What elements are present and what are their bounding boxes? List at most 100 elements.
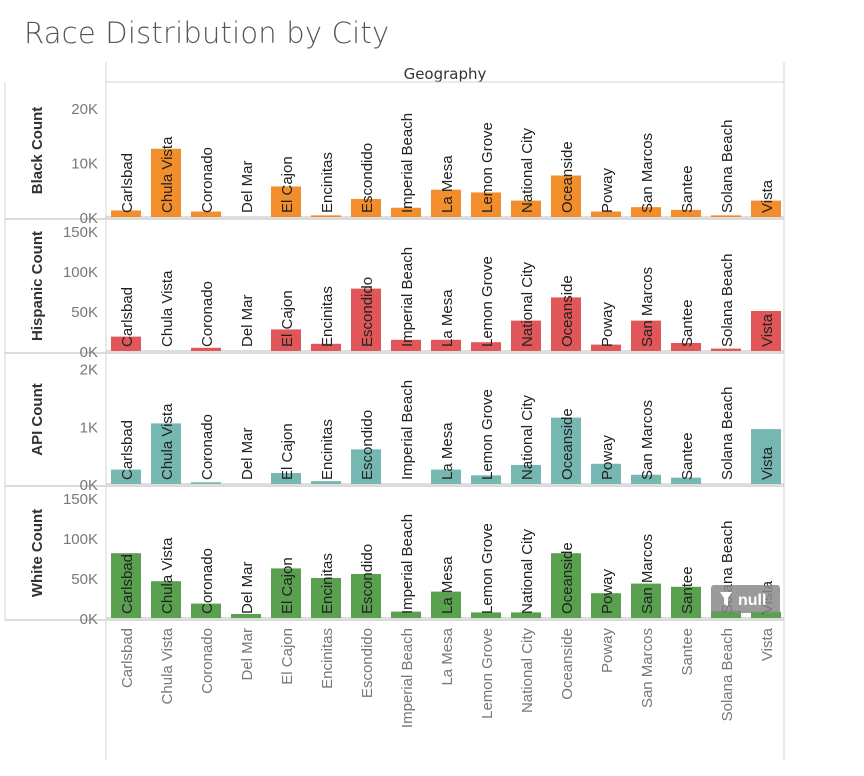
bar[interactable]: [671, 209, 701, 217]
x-tick-label: Imperial Beach: [399, 628, 416, 728]
bar[interactable]: [111, 210, 141, 217]
bar[interactable]: [591, 344, 621, 351]
bar-category-label: Chula Vista: [159, 403, 176, 480]
bar[interactable]: [111, 553, 141, 618]
bar[interactable]: [151, 581, 181, 618]
bar-category-label: Vista: [759, 179, 776, 213]
bar[interactable]: [631, 320, 661, 351]
filter-icon: [720, 592, 732, 606]
bar[interactable]: [591, 593, 621, 618]
bar[interactable]: [311, 481, 341, 484]
bar[interactable]: [551, 553, 581, 618]
bar-category-label: Lemon Grove: [479, 523, 496, 614]
bar[interactable]: [671, 477, 701, 484]
bar[interactable]: [751, 429, 781, 484]
bar[interactable]: [431, 189, 461, 217]
bar[interactable]: [151, 148, 181, 217]
bar-category-label: Coronado: [199, 548, 216, 614]
bar-category-label: Imperial Beach: [399, 514, 416, 614]
bar[interactable]: [471, 192, 501, 217]
bar[interactable]: [471, 475, 501, 484]
bar[interactable]: [471, 612, 501, 618]
bar[interactable]: [391, 339, 421, 351]
bar-category-label: Poway: [599, 167, 616, 213]
bar[interactable]: [711, 348, 741, 351]
bar[interactable]: [311, 215, 341, 217]
bar-category-label: Chula Vista: [159, 537, 176, 614]
bar-category-label: Carlsbad: [119, 420, 136, 480]
bar-category-label: National City: [519, 528, 536, 614]
bar[interactable]: [511, 320, 541, 351]
bar[interactable]: [551, 417, 581, 484]
bar[interactable]: [591, 463, 621, 484]
bar[interactable]: [271, 473, 301, 484]
y-tick-label: 100K: [63, 264, 98, 281]
x-tick-label: La Mesa: [439, 627, 456, 685]
x-tick-label: Santee: [679, 628, 696, 676]
bar[interactable]: [191, 603, 221, 618]
bar[interactable]: [351, 449, 381, 484]
bar-category-label: Escondido: [359, 410, 376, 480]
bar-category-label: Oceanside: [559, 542, 576, 614]
bar[interactable]: [591, 211, 621, 217]
y-axis-title: Black Count: [29, 107, 46, 195]
bar[interactable]: [551, 175, 581, 217]
bar[interactable]: [631, 207, 661, 217]
y-tick-label: 10K: [71, 155, 98, 172]
bar-category-label: San Marcos: [639, 400, 656, 480]
bar-category-label: El Cajon: [279, 290, 296, 347]
null-indicator[interactable]: null: [711, 585, 780, 613]
bar[interactable]: [511, 612, 541, 618]
bar[interactable]: [311, 343, 341, 351]
bar-category-label: National City: [519, 261, 536, 347]
bar-category-label: La Mesa: [439, 422, 456, 480]
bar[interactable]: [711, 610, 741, 618]
bar-category-label: Coronado: [199, 281, 216, 347]
bar[interactable]: [471, 342, 501, 351]
x-tick-label: Coronado: [199, 628, 216, 694]
bar[interactable]: [671, 343, 701, 351]
column-header: Geography: [404, 65, 487, 83]
y-tick-label: 0K: [80, 477, 98, 494]
bar[interactable]: [431, 469, 461, 484]
bar[interactable]: [431, 591, 461, 618]
bar[interactable]: [631, 583, 661, 618]
bar[interactable]: [751, 311, 781, 351]
bar[interactable]: [191, 347, 221, 351]
bar[interactable]: [631, 474, 661, 484]
bar[interactable]: [751, 200, 781, 217]
bar[interactable]: [271, 568, 301, 618]
bar[interactable]: [271, 329, 301, 351]
bar[interactable]: [671, 586, 701, 618]
bar[interactable]: [391, 207, 421, 217]
bar[interactable]: [351, 288, 381, 351]
bar-category-label: Lemon Grove: [479, 122, 496, 213]
bar-category-label: Carlsbad: [119, 554, 136, 614]
bar[interactable]: [111, 469, 141, 484]
bar[interactable]: [191, 482, 221, 484]
bar-category-label: Solana Beach: [719, 254, 736, 347]
bar-category-label: Oceanside: [559, 408, 576, 480]
bar[interactable]: [151, 423, 181, 484]
bar[interactable]: [551, 297, 581, 351]
bar-category-label: Vista: [759, 313, 776, 347]
bar[interactable]: [431, 339, 461, 351]
bar-category-label: San Marcos: [639, 267, 656, 347]
bar[interactable]: [191, 211, 221, 217]
x-tick-label: Vista: [759, 627, 776, 661]
bar[interactable]: [271, 186, 301, 217]
bar[interactable]: [511, 464, 541, 484]
y-tick-label: 100K: [63, 531, 98, 548]
bar-category-label: Vista: [759, 446, 776, 480]
bar[interactable]: [711, 215, 741, 217]
bar[interactable]: [751, 611, 781, 618]
bar[interactable]: [231, 614, 261, 618]
bar[interactable]: [351, 574, 381, 618]
bar-category-label: Poway: [599, 568, 616, 614]
bar[interactable]: [511, 200, 541, 217]
x-tick-label: Poway: [599, 628, 616, 674]
bar[interactable]: [391, 611, 421, 618]
bar[interactable]: [311, 578, 341, 618]
bar[interactable]: [111, 336, 141, 351]
bar[interactable]: [351, 198, 381, 217]
